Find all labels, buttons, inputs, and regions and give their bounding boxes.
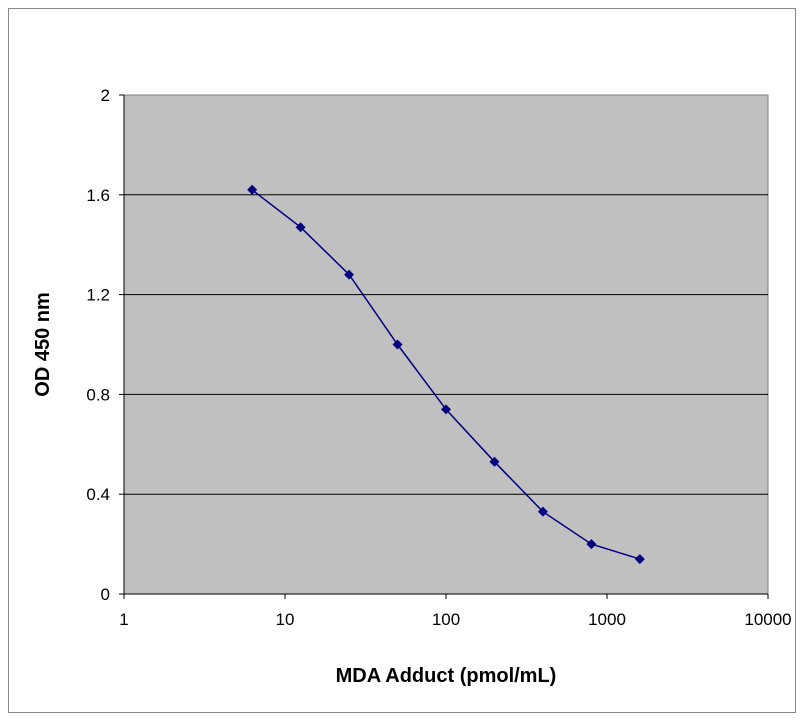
- plot-area: [124, 95, 768, 594]
- x-tick-label-1: 10: [276, 610, 295, 629]
- x-tick-labels: 1 10 100 1000 10000: [119, 610, 791, 629]
- x-tick-label-0: 1: [119, 610, 128, 629]
- x-tick-label-4: 10000: [744, 610, 791, 629]
- y-tick-label-3: 1.2: [86, 286, 110, 305]
- x-axis-title: MDA Adduct (pmol/mL): [336, 665, 557, 687]
- y-tick-label-5: 2: [101, 86, 110, 105]
- y-tick-label-1: 0.4: [86, 485, 110, 504]
- y-tick-label-0: 0: [101, 585, 110, 604]
- y-tick-label-2: 0.8: [86, 385, 110, 404]
- y-tick-labels: 0 0.4 0.8 1.2 1.6 2: [86, 86, 110, 604]
- x-tick-label-2: 100: [432, 610, 460, 629]
- y-axis-title: OD 450 nm: [32, 292, 54, 396]
- x-tick-label-3: 1000: [588, 610, 626, 629]
- y-tick-label-4: 1.6: [86, 186, 110, 205]
